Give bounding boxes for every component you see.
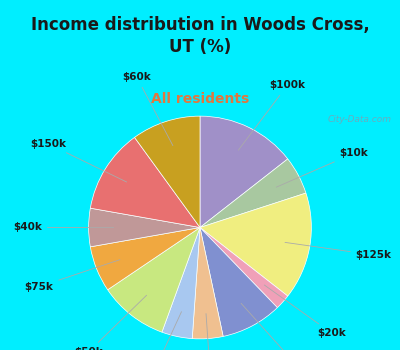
Text: $75k: $75k: [24, 260, 120, 292]
Text: $20k: $20k: [264, 285, 346, 338]
Text: $30k: $30k: [197, 314, 226, 350]
Text: $40k: $40k: [13, 223, 114, 232]
Text: $50k: $50k: [74, 295, 146, 350]
Wedge shape: [90, 138, 200, 228]
Wedge shape: [162, 228, 200, 338]
Text: $100k: $100k: [238, 80, 305, 150]
Text: > $200k: > $200k: [241, 303, 323, 350]
Wedge shape: [90, 228, 200, 290]
Text: Income distribution in Woods Cross,
UT (%): Income distribution in Woods Cross, UT (…: [31, 16, 369, 56]
Wedge shape: [200, 193, 311, 296]
Wedge shape: [200, 228, 288, 308]
Wedge shape: [200, 116, 288, 228]
Wedge shape: [200, 159, 306, 228]
Text: $60k: $60k: [122, 72, 173, 146]
Wedge shape: [192, 228, 223, 339]
Text: $125k: $125k: [285, 243, 392, 260]
Wedge shape: [200, 228, 277, 336]
Wedge shape: [89, 208, 200, 247]
Text: $150k: $150k: [30, 139, 127, 182]
Text: City-Data.com: City-Data.com: [328, 115, 392, 124]
Wedge shape: [134, 116, 200, 228]
Text: $200k: $200k: [131, 312, 182, 350]
Wedge shape: [108, 228, 200, 332]
Text: All residents: All residents: [151, 92, 249, 106]
Text: $10k: $10k: [276, 148, 368, 187]
